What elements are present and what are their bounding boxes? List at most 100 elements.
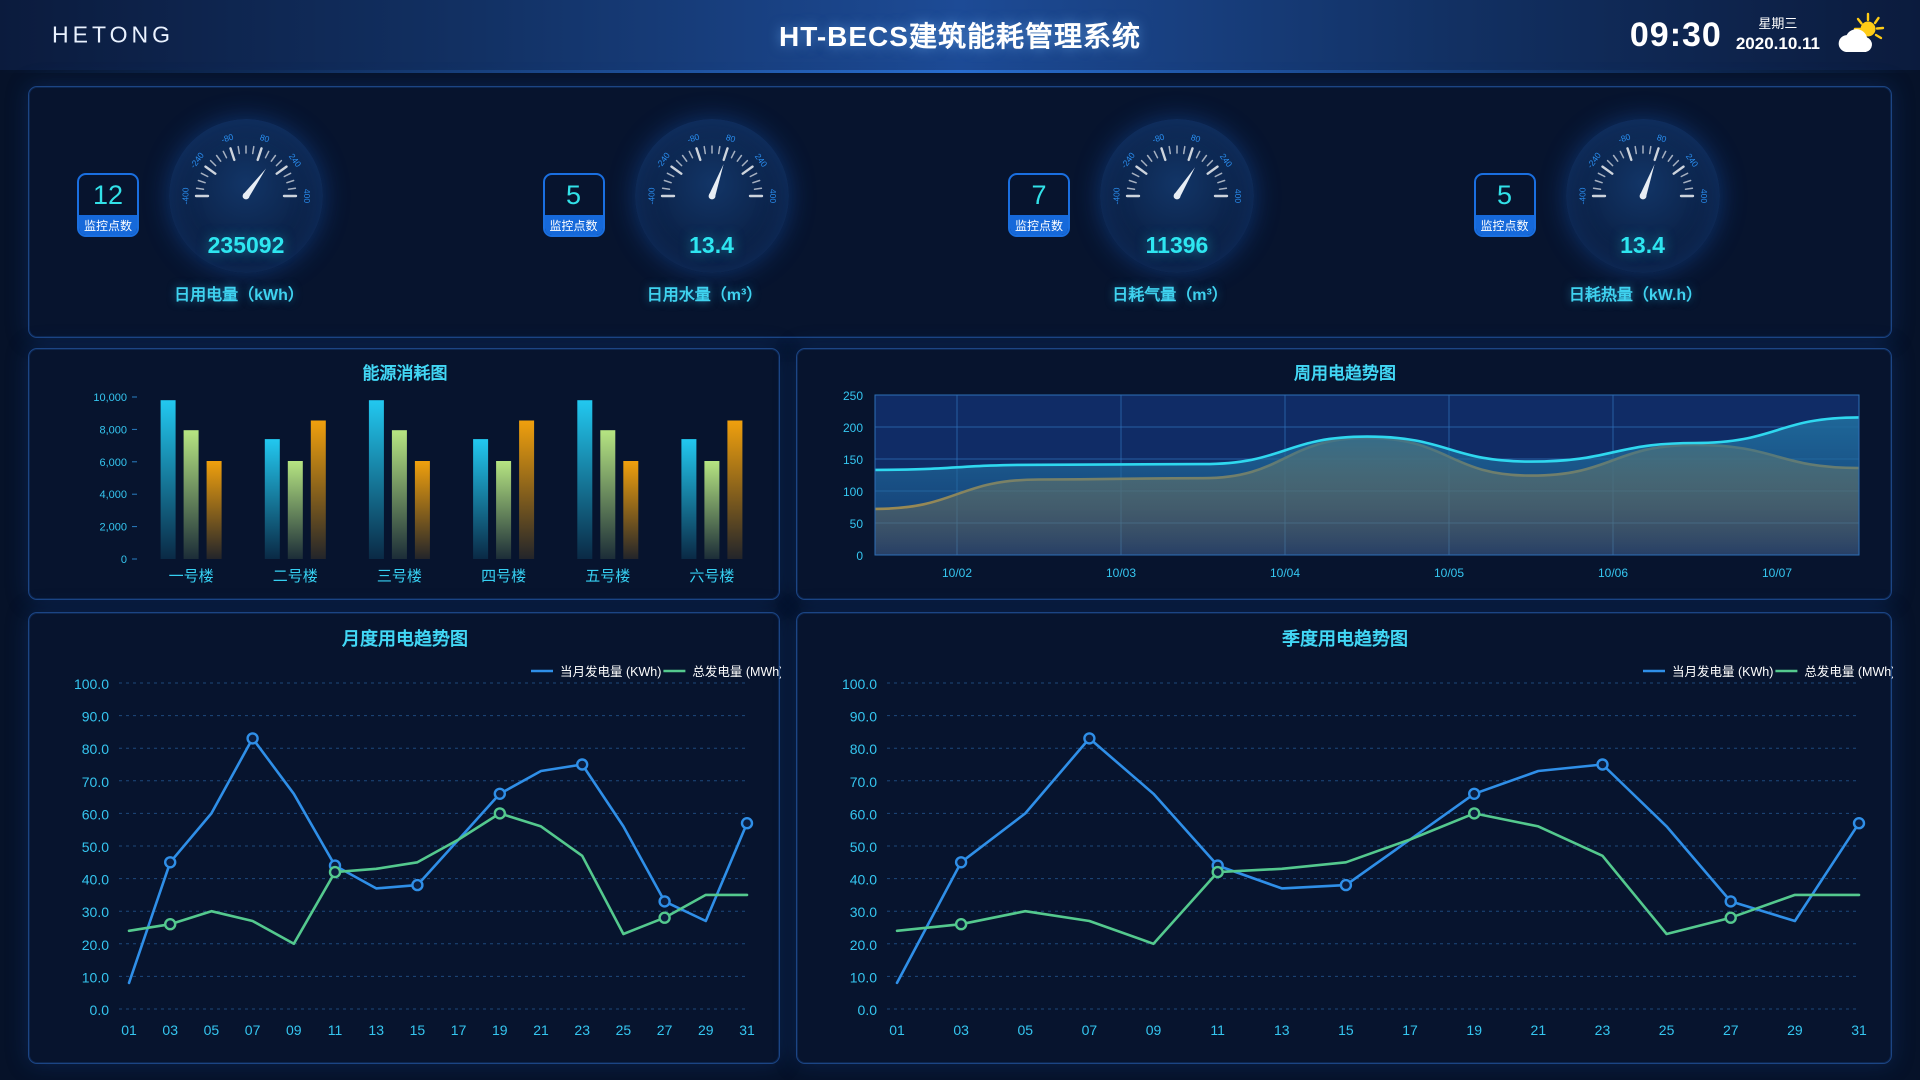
y-tick-label: 100.0 [74, 676, 109, 692]
quarterly-trend-chart[interactable]: 季度用电趋势图 当月发电量 (KWh) 总发电量 (MWh) 0.0 10.0 20.0 3… [797, 613, 1895, 1063]
monitor-point-count: 5 [565, 180, 582, 210]
monitor-point-count: 5 [1496, 180, 1513, 210]
legend-label: 当月发电量 (KWh) [560, 664, 661, 679]
chart-title: 季度用电趋势图 [1282, 628, 1408, 649]
x-tick-label: 15 [1338, 1022, 1354, 1038]
x-tick-label: 01 [889, 1022, 905, 1038]
y-tick-label: 80.0 [850, 741, 877, 757]
data-point-marker [1339, 878, 1353, 892]
data-point-marker [1724, 911, 1737, 924]
monitor-point-label: 监控点数 [544, 215, 603, 235]
svg-text:80: 80 [259, 132, 271, 145]
kpi-cell: 5 监控点数 -400 -240 -80 80 240 400 13.4 日耗热量（kW.h） [1426, 87, 1892, 337]
gauge-value: 13.4 [1620, 232, 1665, 258]
x-category-label: 三号楼 [377, 568, 422, 585]
data-point-marker [740, 816, 754, 830]
bar [310, 420, 326, 559]
y-tick-label: 0.0 [90, 1002, 110, 1018]
monitor-point-badge[interactable]: 7 监控点数 [1008, 173, 1070, 237]
data-point-marker [1724, 895, 1737, 908]
svg-text:80: 80 [1655, 132, 1667, 145]
bar [473, 439, 489, 559]
x-tick-label: 01 [121, 1022, 137, 1038]
data-point-marker [411, 878, 424, 892]
date-label: 2020.10.11 [1735, 33, 1820, 53]
data-point-marker [954, 856, 968, 869]
svg-text:-80: -80 [1616, 131, 1631, 144]
svg-text:400: 400 [1233, 189, 1243, 203]
area-fill [875, 417, 1859, 555]
y-tick-label: 60.0 [82, 806, 109, 822]
x-tick-label: 10/03 [1106, 566, 1136, 580]
y-tick-label: 70.0 [82, 774, 109, 790]
app-header: HETONG HT-BECS建筑能耗管理系统 09:30 星期三 2020.10… [0, 0, 1920, 73]
x-tick-label: 19 [1466, 1022, 1482, 1038]
y-tick-label: 10.0 [82, 969, 109, 985]
x-tick-label: 29 [1787, 1022, 1803, 1038]
gauge-value: 235092 [207, 232, 285, 258]
weekly-trend-chart[interactable]: 周用电趋势图 0 50 100 150 200 250 10/02 10/03 10/04 10/0… [797, 349, 1891, 599]
bar [681, 439, 697, 559]
data-point-marker [1852, 816, 1866, 830]
x-tick-label: 05 [1017, 1022, 1033, 1038]
svg-text:240: 240 [287, 152, 304, 170]
data-point-marker [493, 807, 506, 820]
bar [600, 430, 616, 559]
monitor-point-badge[interactable]: 5 监控点数 [1473, 173, 1536, 237]
monthly-trend-chart[interactable]: 月度用电趋势图 当月发电量 (KWh) 总发电量 (MWh) 0.0 10.0 20.0 3… [29, 613, 783, 1063]
gauge-caption: 日用电量（kWh） [174, 287, 304, 304]
kpi-cell: 7 监控点数 -400 -240 -80 80 240 400 11396 日耗气量（m³） [960, 87, 1426, 337]
y-tick-label: 150 [843, 453, 863, 467]
y-tick-label: 50.0 [850, 839, 877, 855]
energy-consumption-chart[interactable]: 能源消耗图 0 2,000 4,000 6,000 8,000 10,000 一号楼 二号楼 三号… [29, 349, 779, 599]
data-point-marker [954, 918, 968, 931]
monitor-point-badge[interactable]: 12 监控点数 [77, 173, 139, 237]
trend-line [895, 812, 1861, 946]
x-tick-label: 03 [162, 1022, 178, 1038]
x-tick-label: 21 [1531, 1022, 1547, 1038]
clock: 09:30 [1629, 15, 1722, 54]
gauge-caption: 日用水量（m³） [646, 287, 763, 304]
y-tick-label: 250 [843, 389, 863, 403]
bar [727, 420, 743, 559]
monthly-trend-panel[interactable]: 月度用电趋势图 当月发电量 (KWh) 总发电量 (MWh) 0.0 10.0 20.0 3… [28, 612, 783, 1064]
x-tick-label: 27 [657, 1022, 673, 1038]
x-tick-label: 31 [739, 1022, 755, 1038]
energy-consumption-panel[interactable]: 能源消耗图 0 2,000 4,000 6,000 8,000 10,000 一号楼 二号楼 三号… [28, 348, 780, 600]
sun-behind-cloud-icon [1834, 12, 1886, 58]
y-tick-label: 30.0 [850, 904, 877, 920]
svg-text:-240: -240 [1584, 150, 1602, 170]
y-tick-label: 80.0 [82, 741, 109, 757]
svg-text:-240: -240 [1119, 150, 1137, 170]
logo: HETONG [52, 21, 174, 48]
kpi-panel: 12 监控点数 -400 -240 -80 80 240 400 235092 日用电量（kWh）… [28, 86, 1892, 338]
trend-line [895, 737, 1861, 985]
x-category-label: 六号楼 [689, 568, 734, 585]
x-category-label: 一号楼 [169, 568, 214, 585]
monitor-point-badge[interactable]: 5 监控点数 [542, 173, 605, 237]
trend-line [127, 812, 749, 946]
svg-text:-80: -80 [1151, 131, 1166, 144]
chart-title: 能源消耗图 [363, 363, 448, 383]
y-tick-label: 0 [856, 549, 863, 563]
bar [160, 400, 176, 559]
bar [623, 461, 639, 559]
legend-label: 总发电量 (MWh) [692, 664, 781, 679]
x-tick-label: 21 [533, 1022, 549, 1038]
data-point-marker [493, 787, 506, 801]
y-tick-label: 6,000 [99, 457, 127, 469]
y-tick-label: 20.0 [82, 937, 109, 953]
x-tick-label: 11 [328, 1022, 343, 1038]
data-point-marker [1468, 787, 1481, 801]
svg-text:-80: -80 [685, 131, 700, 144]
data-point-marker [163, 918, 177, 931]
weekly-trend-panel[interactable]: 周用电趋势图 0 50 100 150 200 250 10/02 10/03 10/04 10/0… [796, 348, 1892, 600]
quarterly-trend-panel[interactable]: 季度用电趋势图 当月发电量 (KWh) 总发电量 (MWh) 0.0 10.0 20.0 3… [796, 612, 1895, 1064]
data-point-marker [576, 758, 589, 771]
y-tick-label: 20.0 [850, 937, 877, 953]
x-tick-label: 09 [1146, 1022, 1162, 1038]
data-point-marker [1596, 758, 1609, 771]
bar [183, 430, 199, 559]
y-tick-label: 10,000 [93, 392, 127, 404]
